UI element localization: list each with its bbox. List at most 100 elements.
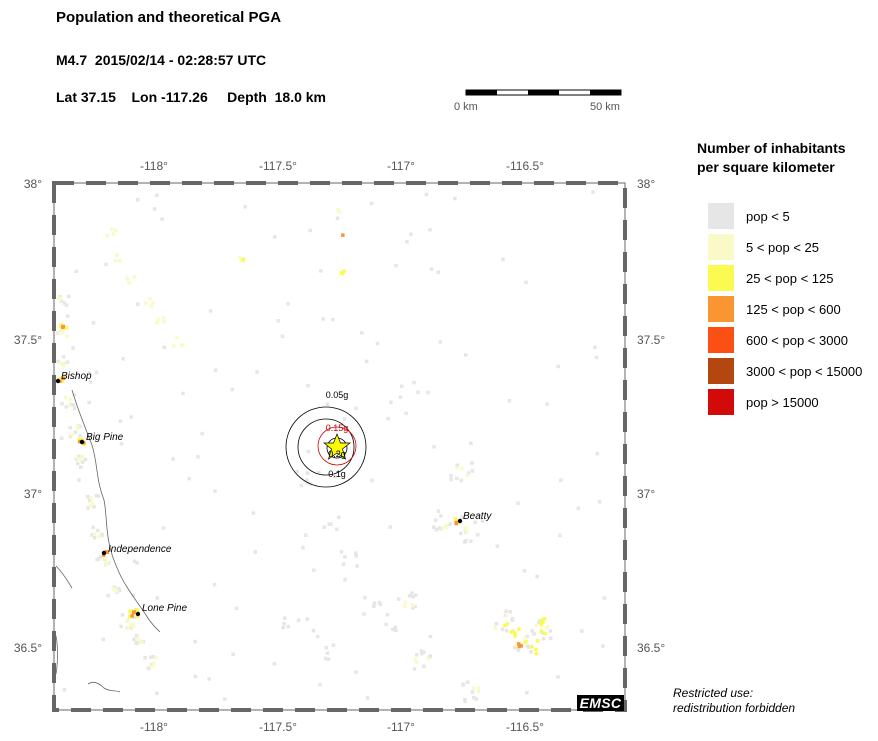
population-cell xyxy=(295,469,299,474)
population-cell xyxy=(543,631,547,636)
population-cell xyxy=(105,560,110,564)
population-cell xyxy=(591,190,595,194)
population-cell xyxy=(241,259,246,263)
population-cell xyxy=(422,664,426,669)
legend-item: 3000 < pop < 15000 xyxy=(708,358,878,384)
population-cell xyxy=(409,232,413,236)
population-cell xyxy=(64,405,69,409)
population-cell xyxy=(424,192,429,197)
population-cell xyxy=(115,253,119,257)
population-cell xyxy=(64,326,69,330)
legend-swatch xyxy=(708,296,734,322)
population-cell xyxy=(75,425,80,429)
population-cell xyxy=(327,522,331,526)
population-cell xyxy=(90,533,94,537)
population-cell xyxy=(311,628,316,633)
population-cell xyxy=(60,362,65,366)
population-cell xyxy=(101,637,105,642)
population-cell xyxy=(517,627,521,631)
population-cell xyxy=(71,403,76,407)
population-cell xyxy=(548,629,553,633)
population-cell xyxy=(360,331,364,335)
population-cell xyxy=(411,606,415,610)
population-cell xyxy=(558,533,562,538)
population-cell xyxy=(121,357,125,361)
population-cell xyxy=(461,683,466,687)
population-cell xyxy=(154,656,158,660)
legend-item: 5 < pop < 25 xyxy=(708,234,878,260)
pga-label-015: 0.15g xyxy=(326,423,349,433)
population-cell xyxy=(404,411,408,415)
legend-swatch xyxy=(708,234,734,260)
population-cell xyxy=(131,593,136,598)
population-cell xyxy=(125,276,129,280)
population-cell xyxy=(464,353,468,357)
population-cell xyxy=(465,473,470,477)
population-cell xyxy=(231,652,235,656)
population-cell xyxy=(72,406,77,411)
population-cell xyxy=(132,275,137,279)
legend-label: pop > 15000 xyxy=(746,395,819,410)
population-cell xyxy=(460,466,464,471)
population-cell xyxy=(455,466,459,470)
population-cell xyxy=(601,644,605,648)
population-cell xyxy=(128,614,132,619)
population-cell xyxy=(61,355,66,359)
population-cell xyxy=(134,633,139,638)
population-cell xyxy=(336,208,340,212)
population-cell xyxy=(324,646,328,650)
population-cell xyxy=(405,239,409,244)
population-cell xyxy=(187,476,191,481)
population-cell xyxy=(321,317,325,321)
population-cell xyxy=(62,688,67,692)
population-cell xyxy=(465,680,470,684)
population-cell xyxy=(473,520,477,525)
population-cell xyxy=(71,346,75,350)
scale-bar xyxy=(465,89,622,96)
population-cell xyxy=(454,520,458,525)
population-cell xyxy=(525,634,529,639)
population-cell xyxy=(77,454,81,459)
population-cell xyxy=(400,384,404,388)
population-cell xyxy=(534,651,539,656)
population-cell xyxy=(559,478,563,482)
population-cell xyxy=(56,296,60,301)
lon-tick-top-116-5: -116.5° xyxy=(506,159,544,173)
population-cell xyxy=(463,699,467,704)
lon-tick-bottom-118: -118° xyxy=(140,720,168,734)
population-cell xyxy=(70,433,74,437)
population-cell xyxy=(117,588,122,593)
population-cell xyxy=(315,634,320,639)
pga-label-02: 0.2g xyxy=(328,449,346,459)
population-cell xyxy=(111,586,115,591)
population-cell xyxy=(513,631,517,635)
population-cell xyxy=(308,228,312,233)
population-cell xyxy=(353,551,358,555)
population-cell xyxy=(470,469,475,473)
legend-swatch xyxy=(708,203,734,229)
population-cell xyxy=(438,340,443,344)
population-cell xyxy=(522,569,527,573)
population-cell xyxy=(375,341,380,346)
city-marker-big-pine xyxy=(79,439,85,445)
population-cell xyxy=(77,478,81,482)
population-cell xyxy=(304,533,308,537)
population-cell xyxy=(135,561,139,565)
population-cell xyxy=(335,216,340,220)
population-cell xyxy=(464,539,468,543)
population-cell xyxy=(378,602,383,607)
population-cell xyxy=(354,406,358,411)
population-cell xyxy=(196,455,200,459)
city-label-bishop: Bishop xyxy=(61,371,92,382)
population-cell xyxy=(65,360,70,364)
population-cell xyxy=(118,419,123,423)
population-cell xyxy=(58,361,62,366)
lat-tick-left-36-5: 36.5° xyxy=(14,641,42,655)
population-cell xyxy=(365,359,369,364)
lon-tick-bottom-117: -117° xyxy=(387,720,415,734)
population-cell xyxy=(427,655,432,659)
population-cell xyxy=(455,463,459,467)
population-cell xyxy=(354,554,358,558)
population-cell xyxy=(453,517,458,521)
population-cell xyxy=(72,393,77,397)
